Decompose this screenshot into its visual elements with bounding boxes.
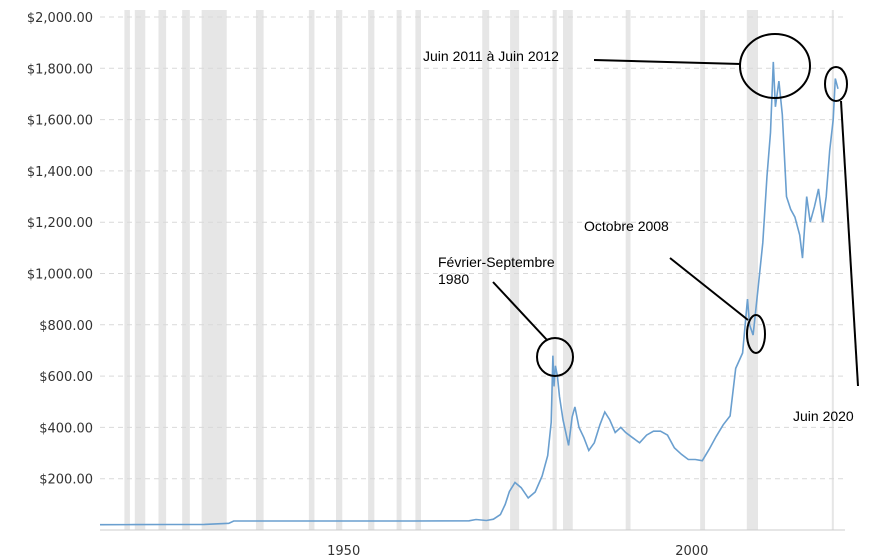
y-tick-label: $1,800.00 — [27, 62, 93, 77]
shaded-period-18 — [831, 10, 834, 530]
shaded-period-3 — [182, 10, 190, 530]
y-tick-label: $200.00 — [39, 473, 93, 488]
shaded-period-2 — [158, 10, 167, 530]
gridlines — [100, 16, 845, 480]
annotation-2020-circle — [824, 66, 848, 102]
annotation-2008-label: Octobre 2008 — [584, 218, 669, 234]
shaded-period-10 — [415, 10, 421, 530]
annotation-2020-label: Juin 2020 — [793, 408, 854, 424]
shaded-period-11 — [482, 10, 490, 530]
x-tick-label: 2000 — [675, 544, 708, 559]
y-tick-label: $600.00 — [39, 370, 93, 385]
y-tick-label: $1,000.00 — [27, 268, 93, 283]
annotation-2008: Octobre 2008 — [584, 218, 766, 354]
shaded-period-1 — [134, 10, 146, 530]
annotation-1980-label-line2: 1980 — [438, 271, 469, 287]
y-tick-label: $2,000.00 — [27, 11, 93, 26]
y-tick-label: $400.00 — [39, 421, 93, 436]
shaded-period-0 — [124, 10, 130, 530]
y-tick-label: $800.00 — [39, 319, 93, 334]
annotation-2008-pointer — [669, 257, 749, 321]
y-axis-ticks: $200.00 $400.00 $600.00 $800.00 $1,000.00 $1,… — [27, 11, 93, 488]
shaded-period-7 — [336, 10, 343, 530]
shaded-period-17 — [746, 10, 758, 530]
annotation-1980-pointer — [492, 281, 548, 341]
x-axis-ticks: 1950 2000 — [327, 544, 708, 559]
annotation-2008-circle — [746, 314, 766, 354]
shaded-period-9 — [396, 10, 402, 530]
shaded-period-8 — [368, 10, 375, 530]
shaded-period-14 — [563, 10, 573, 530]
annotation-2011-2012: Juin 2011 à Juin 2012 — [423, 33, 811, 99]
annotation-2020-pointer — [840, 100, 859, 387]
shaded-period-12 — [510, 10, 520, 530]
y-tick-label: $1,200.00 — [27, 216, 93, 231]
annotation-2020: Juin 2020 — [793, 66, 859, 424]
shaded-period-5 — [255, 10, 264, 530]
annotation-1980-circle — [536, 337, 574, 377]
shaded-period-4 — [201, 10, 227, 530]
annotation-1980: Février-Septembre 1980 — [438, 254, 574, 377]
y-tick-label: $1,600.00 — [27, 114, 93, 129]
shaded-period-13 — [552, 10, 557, 530]
shaded-period-16 — [700, 10, 706, 530]
x-tick-label: 1950 — [327, 544, 360, 559]
price-series-line — [99, 61, 839, 526]
y-tick-label: $1,400.00 — [27, 165, 93, 180]
shaded-period-15 — [625, 10, 631, 530]
shaded-period-6 — [308, 10, 315, 530]
recession-shading — [124, 10, 834, 530]
annotation-2011-2012-label: Juin 2011 à Juin 2012 — [423, 48, 559, 64]
annotation-2011-2012-pointer — [593, 59, 742, 65]
annotation-1980-label-line1: Février-Septembre — [438, 254, 555, 270]
annotation-2011-2012-circle — [739, 33, 811, 99]
